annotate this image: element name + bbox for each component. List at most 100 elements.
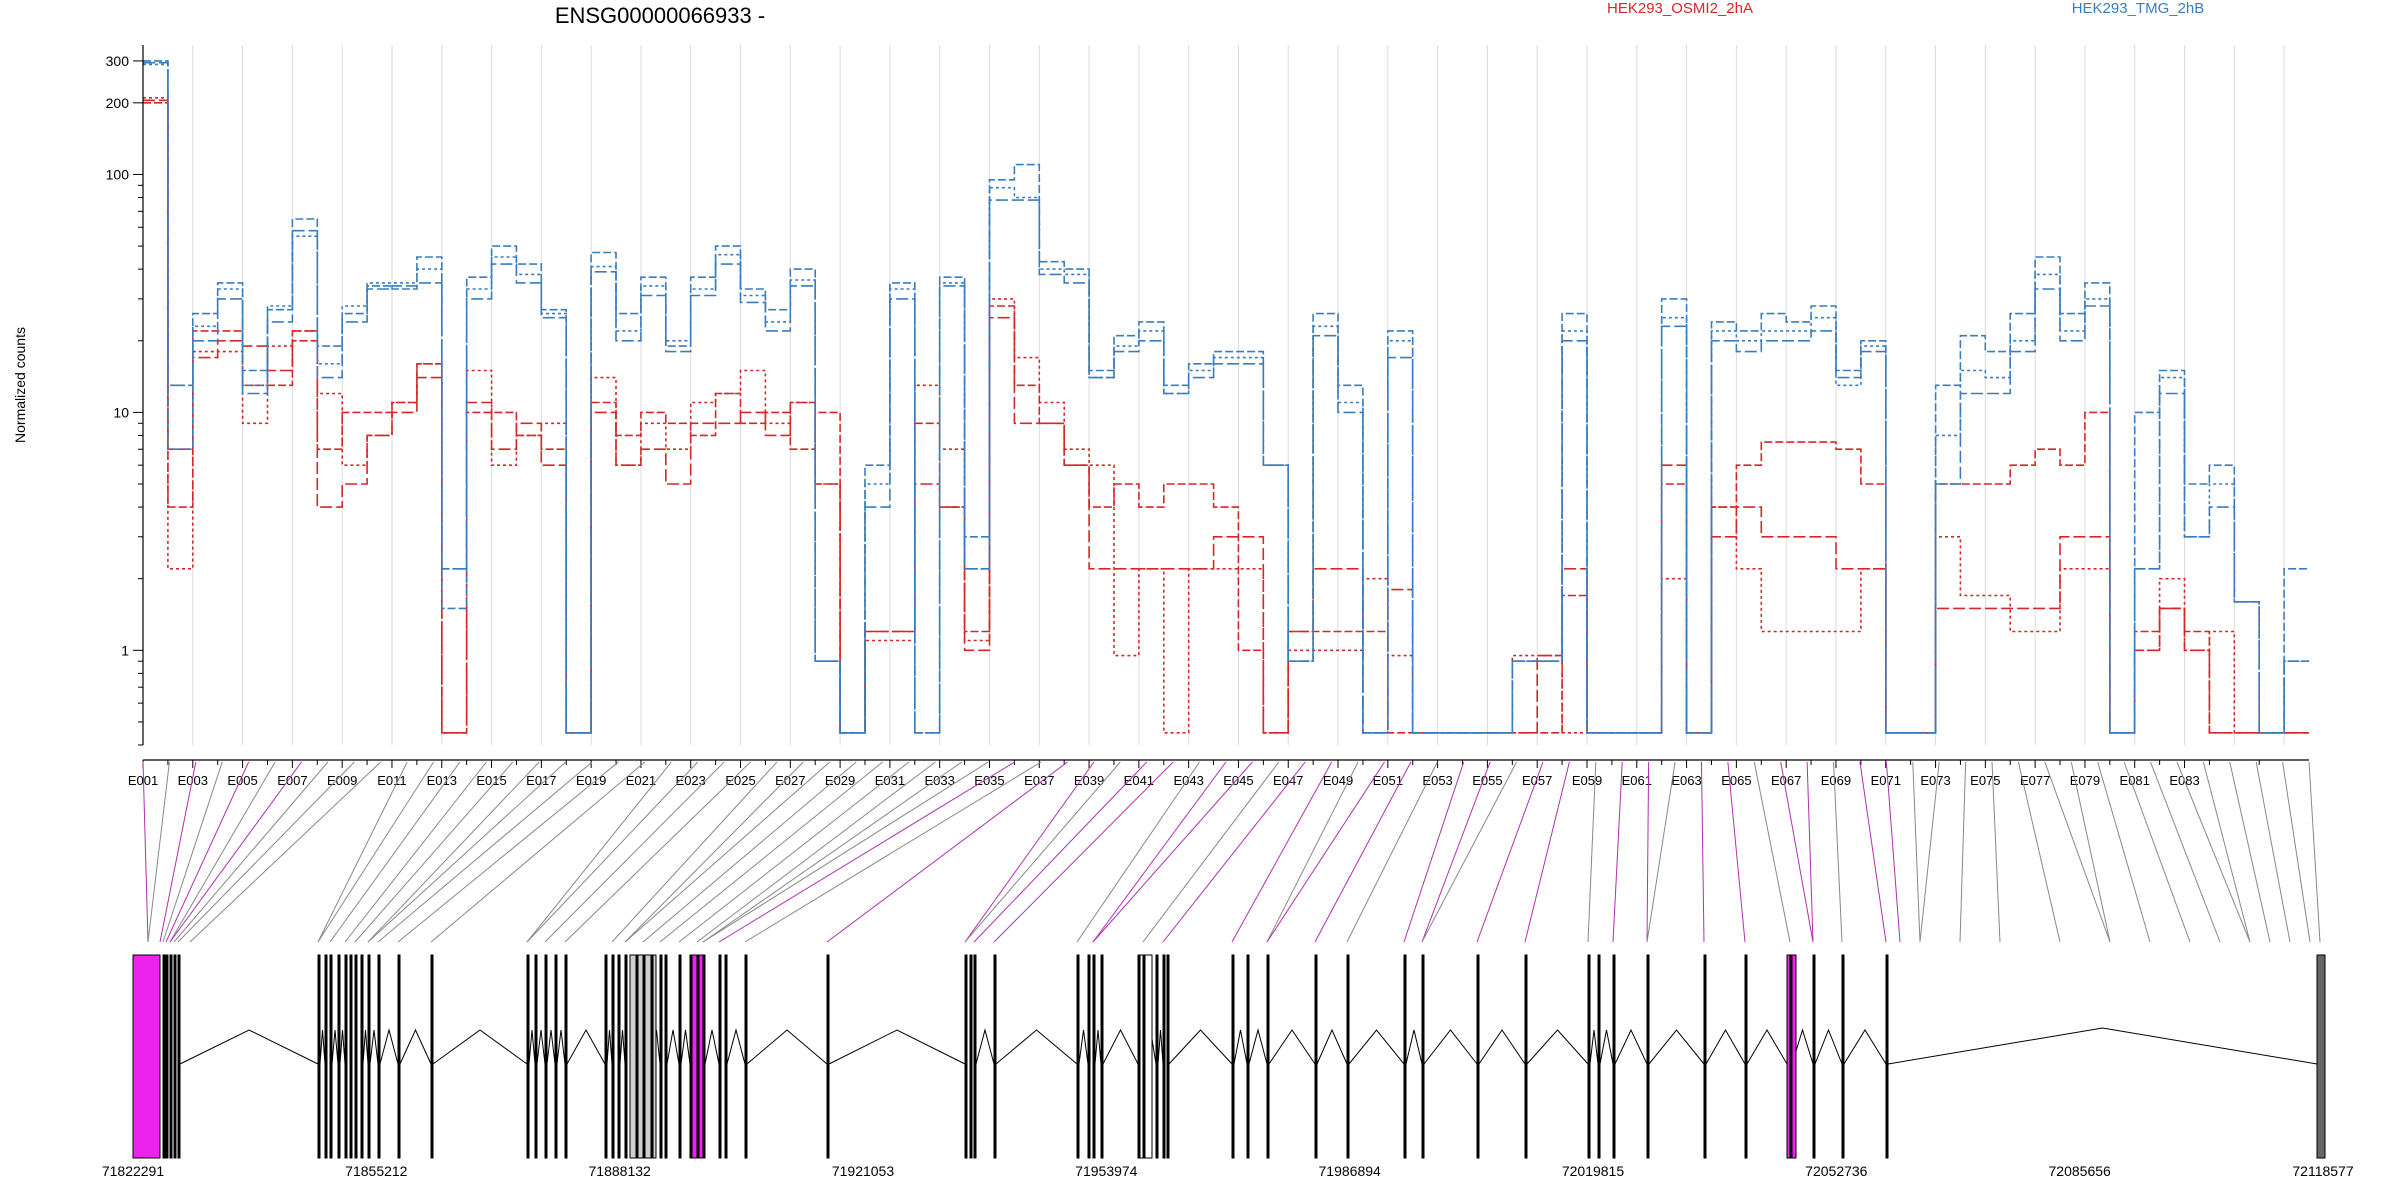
exon-connector xyxy=(1266,761,1385,943)
exon-block xyxy=(132,954,161,1159)
x-tick-label: E069 xyxy=(1821,773,1851,788)
exon-block xyxy=(664,954,668,1159)
exon-block xyxy=(642,954,646,1159)
intron-line xyxy=(746,1029,828,1065)
x-tick-label: E011 xyxy=(377,773,406,788)
intron-line xyxy=(1268,1029,1316,1065)
exon-connector xyxy=(526,761,672,943)
x-tick-label: E031 xyxy=(875,773,905,788)
x-tick-label: E043 xyxy=(1173,773,1203,788)
intron-line xyxy=(556,1029,566,1065)
exon-block xyxy=(718,954,722,1159)
exon-connectors xyxy=(142,761,2321,943)
exon-connector xyxy=(1919,761,1940,943)
exon-connector xyxy=(317,761,408,943)
exon-block xyxy=(1166,954,1170,1159)
exon-connector xyxy=(642,761,857,943)
intron-line xyxy=(369,1029,379,1065)
exon-connector xyxy=(142,761,149,943)
exon-block xyxy=(1841,954,1845,1159)
exon-block xyxy=(604,954,608,1159)
exon-block xyxy=(367,954,371,1159)
exon-block xyxy=(826,954,830,1159)
exon-connector xyxy=(354,761,514,943)
exon-block xyxy=(1346,954,1350,1159)
coordinate-label: 72019815 xyxy=(1562,1163,1625,1179)
exon-connector xyxy=(1646,761,1650,943)
exon-connector xyxy=(1859,761,1887,943)
intron-line xyxy=(1157,1029,1164,1065)
exon-block xyxy=(177,954,181,1159)
coordinate-label: 71822291 xyxy=(102,1163,165,1179)
exon-connector xyxy=(169,761,276,943)
intron-line xyxy=(1614,1028,1648,1065)
exon-connector xyxy=(1092,761,1227,943)
exon-block xyxy=(317,954,321,1159)
exon-block xyxy=(1703,954,1707,1159)
intron-line xyxy=(666,1029,680,1065)
exon-block xyxy=(544,954,548,1159)
x-tick-label: E075 xyxy=(1970,773,2000,788)
intron-line xyxy=(1168,1029,1233,1065)
exon-block xyxy=(1476,954,1480,1159)
intron-line xyxy=(995,1029,1078,1065)
exon-block xyxy=(430,954,434,1159)
exon-block xyxy=(397,954,401,1159)
exon-connector xyxy=(744,761,1042,943)
x-tick-label: E005 xyxy=(227,773,257,788)
intron-line xyxy=(704,1029,720,1065)
exon-connector xyxy=(1833,761,1843,943)
exon-connector xyxy=(377,761,593,943)
intron-line xyxy=(1599,1029,1614,1065)
exon-block xyxy=(964,954,968,1159)
exon-block xyxy=(1587,954,1591,1159)
exon-connector xyxy=(544,761,725,943)
exon-block xyxy=(696,954,700,1159)
exon-connector xyxy=(526,761,699,943)
exon-connector xyxy=(177,761,355,943)
intron-line xyxy=(828,1029,966,1065)
coordinate-label: 72052736 xyxy=(1805,1163,1868,1179)
intron-line xyxy=(1648,1029,1705,1065)
x-tick-label: E049 xyxy=(1323,773,1353,788)
exon-block xyxy=(1231,954,1235,1159)
exon-connector xyxy=(430,761,646,943)
exon-connector xyxy=(2255,761,2291,943)
exon-connector xyxy=(1346,761,1438,943)
exon-block xyxy=(1246,954,1250,1159)
exon-block xyxy=(354,954,358,1159)
exon-connector xyxy=(624,761,831,943)
intron-line xyxy=(606,1029,613,1065)
intron-line xyxy=(432,1029,528,1065)
x-tick-label: E063 xyxy=(1671,773,1701,788)
exon-block xyxy=(1162,954,1166,1159)
x-tick-label: E035 xyxy=(974,773,1004,788)
y-tick-label: 300 xyxy=(106,53,130,69)
exon-block xyxy=(1885,954,1889,1159)
intron-line xyxy=(546,1029,556,1065)
intron-line xyxy=(331,1029,339,1065)
x-tick-label: E053 xyxy=(1422,773,1452,788)
intron-line xyxy=(1526,1029,1589,1065)
x-tick-label: E027 xyxy=(775,773,805,788)
x-tick-label: E029 xyxy=(825,773,855,788)
x-tick-label: E037 xyxy=(1024,773,1054,788)
intron-line xyxy=(726,1028,746,1065)
intron-line xyxy=(1102,1028,1139,1065)
exon-connector xyxy=(1885,761,1901,943)
exon-connector xyxy=(2229,761,2271,943)
exon-block xyxy=(329,954,333,1159)
x-tick-label: E071 xyxy=(1871,773,1901,788)
intron-line xyxy=(362,1029,369,1065)
exon-connector xyxy=(1700,761,1705,943)
exon-connector xyxy=(2097,761,2151,943)
intron-line xyxy=(975,1028,995,1065)
exon-connector xyxy=(1806,761,1814,943)
intron-line xyxy=(1423,1029,1478,1065)
exon-connector xyxy=(696,761,936,943)
exon-block xyxy=(162,954,166,1159)
exon-block xyxy=(724,954,728,1159)
exon-block xyxy=(1789,954,1793,1159)
x-tick-label: E061 xyxy=(1622,773,1652,788)
